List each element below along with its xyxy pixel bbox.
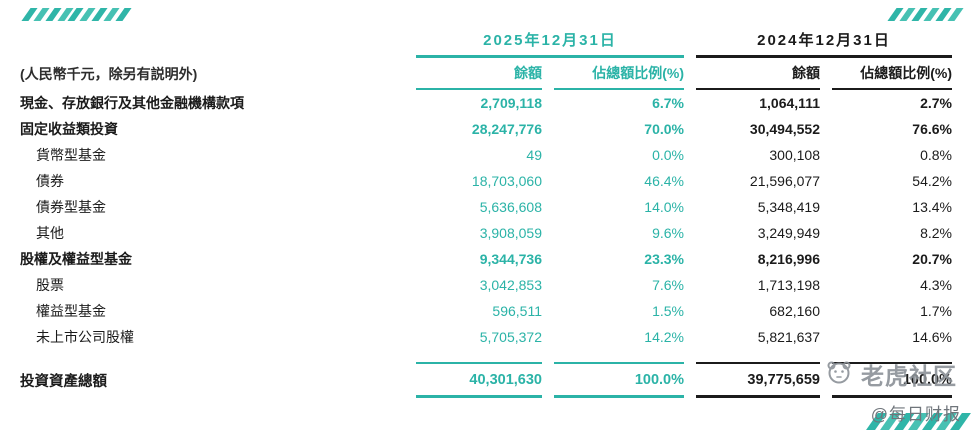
row-label: 未上市公司股權	[36, 329, 134, 345]
table-row: 權益型基金 596,511 1.5% 682,160 1.7%	[20, 298, 952, 324]
table-row: 貨幣型基金 49 0.0% 300,108 0.8%	[20, 142, 952, 168]
ratio-2024: 13.4%	[912, 199, 952, 215]
balance-2025: 9,344,736	[479, 251, 542, 267]
table-row: 債券 18,703,060 46.4% 21,596,077 54.2%	[20, 168, 952, 194]
total-balance-2025: 40,301,630	[416, 362, 542, 398]
ratio-2024: 54.2%	[912, 173, 952, 189]
ratio-2025: 6.7%	[652, 95, 684, 111]
balance-2025: 28,247,776	[471, 121, 542, 137]
balance-2025: 3,042,853	[479, 277, 542, 293]
balance-2025: 18,703,060	[471, 173, 542, 189]
ratio-2025: 14.2%	[644, 329, 684, 345]
total-ratio-2024: 100.0%	[832, 362, 952, 398]
col-balance-2025: 餘額	[416, 58, 542, 90]
decor-stripes-top-left-2	[67, 8, 132, 21]
balance-2024: 3,249,949	[757, 225, 820, 241]
row-label: 股票	[36, 277, 64, 293]
balance-2024: 30,494,552	[749, 121, 820, 137]
ratio-2025: 0.0%	[652, 147, 684, 163]
ratio-2024: 2.7%	[920, 95, 952, 111]
ratio-2024: 8.2%	[920, 225, 952, 241]
ratio-2025: 14.0%	[644, 199, 684, 215]
sub-header-row: (人民幣千元，除另有説明外) 餘額 佔總額比例(%) 餘額 佔總額比例(%)	[20, 58, 952, 90]
ratio-2025: 1.5%	[652, 303, 684, 319]
ratio-2025: 70.0%	[644, 121, 684, 137]
balance-2025: 49	[526, 147, 542, 163]
ratio-2024: 1.7%	[920, 303, 952, 319]
table-row: 固定收益類投資 28,247,776 70.0% 30,494,552 76.6…	[20, 116, 952, 142]
col-group-2025: 2025年12月31日	[416, 24, 684, 58]
col-group-2024: 2024年12月31日	[696, 24, 952, 58]
ratio-2025: 23.3%	[644, 251, 684, 267]
balance-2024: 5,348,419	[757, 199, 820, 215]
row-label: 其他	[36, 225, 64, 241]
decor-stripes-top-left-1	[21, 8, 74, 21]
balance-2024: 5,821,637	[757, 329, 820, 345]
col-ratio-2024: 佔總額比例(%)	[832, 58, 952, 90]
table-row: 其他 3,908,059 9.6% 3,249,949 8.2%	[20, 220, 952, 246]
investment-assets-table: 2025年12月31日 2024年12月31日 (人民幣千元，除另有説明外) 餘…	[8, 24, 964, 398]
balance-2025: 3,908,059	[479, 225, 542, 241]
balance-2024: 682,160	[769, 303, 820, 319]
total-label: 投資資產總額	[20, 373, 107, 390]
balance-2025: 596,511	[492, 303, 542, 319]
decor-stripes-top-right	[887, 8, 964, 21]
ratio-2025: 46.4%	[644, 173, 684, 189]
ratio-2024: 4.3%	[920, 277, 952, 293]
total-row: 投資資產總額 40,301,630 100.0% 39,775,659 100.…	[20, 362, 952, 398]
ratio-2024: 0.8%	[920, 147, 952, 163]
row-label: 債券	[36, 173, 64, 189]
balance-2025: 5,705,372	[479, 329, 542, 345]
col-ratio-2025: 佔總額比例(%)	[554, 58, 684, 90]
tiger-face-icon	[825, 358, 853, 391]
balance-2025: 2,709,118	[480, 95, 542, 111]
row-label: 固定收益類投資	[20, 121, 118, 137]
ratio-2025: 7.6%	[652, 277, 684, 293]
table-row: 債券型基金 5,636,608 14.0% 5,348,419 13.4%	[20, 194, 952, 220]
row-label: 股權及權益型基金	[20, 251, 132, 267]
balance-2024: 21,596,077	[749, 173, 820, 189]
col-balance-2024: 餘額	[696, 58, 820, 90]
table-row: 未上市公司股權 5,705,372 14.2% 5,821,637 14.6%	[20, 324, 952, 350]
table-row: 現金、存放銀行及其他金融機構款項 2,709,118 6.7% 1,064,11…	[20, 90, 952, 116]
row-label: 貨幣型基金	[36, 147, 106, 163]
balance-2025: 5,636,608	[479, 199, 542, 215]
unit-note: (人民幣千元，除另有説明外)	[20, 66, 198, 82]
total-balance-2024: 39,775,659	[696, 362, 820, 398]
ratio-2025: 9.6%	[652, 225, 684, 241]
balance-2024: 1,064,111	[759, 95, 820, 111]
ratio-2024: 76.6%	[912, 121, 952, 137]
balance-2024: 300,108	[769, 147, 820, 163]
brand-watermark-text: 老虎社区	[861, 363, 957, 389]
balance-2024: 8,216,996	[757, 251, 820, 267]
date-header-row: 2025年12月31日 2024年12月31日	[20, 24, 952, 58]
source-watermark: @每日财报	[870, 405, 961, 424]
brand-watermark: 老虎社区	[825, 357, 957, 391]
row-label: 現金、存放銀行及其他金融機構款項	[20, 95, 244, 111]
total-ratio-2025: 100.0%	[554, 362, 684, 398]
ratio-2024: 20.7%	[912, 251, 952, 267]
ratio-2024: 14.6%	[912, 329, 952, 345]
spacer-row	[20, 350, 952, 362]
table-row: 股票 3,042,853 7.6% 1,713,198 4.3%	[20, 272, 952, 298]
table-row: 股權及權益型基金 9,344,736 23.3% 8,216,996 20.7%	[20, 246, 952, 272]
balance-2024: 1,713,198	[757, 277, 820, 293]
row-label: 債券型基金	[36, 199, 106, 215]
row-label: 權益型基金	[36, 303, 106, 319]
